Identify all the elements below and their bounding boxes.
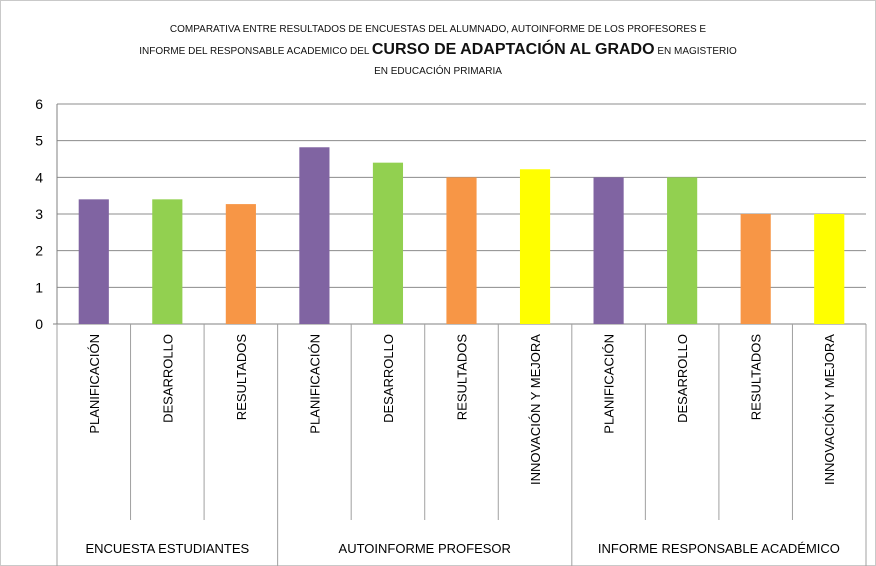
bar: [78, 199, 109, 324]
group-label: ENCUESTA ESTUDIANTES: [85, 541, 249, 556]
category-label: DESARROLLO: [675, 334, 690, 423]
y-tick-label: 6: [35, 96, 43, 112]
chart-title-line-3: EN EDUCACIÓN PRIMARIA: [374, 66, 502, 77]
category-label: RESULTADOS: [455, 334, 470, 421]
category-label: RESULTADOS: [749, 334, 764, 421]
chart-title: COMPARATIVA ENTRE RESULTADOS DE ENCUESTA…: [60, 20, 816, 82]
category-label: DESARROLLO: [160, 334, 175, 423]
bar: [814, 214, 845, 324]
y-tick-label: 5: [35, 133, 43, 149]
group-label: AUTOINFORME PROFESOR: [339, 541, 511, 556]
bar: [152, 199, 183, 324]
bar: [446, 177, 477, 324]
category-label: PLANIFICACIÓN: [307, 334, 322, 434]
y-tick-label: 2: [35, 243, 43, 259]
y-tick-label: 3: [35, 206, 43, 222]
y-tick-label: 4: [35, 169, 43, 185]
category-label: RESULTADOS: [234, 334, 249, 421]
bar: [740, 214, 771, 324]
chart-title-line-2: INFORME DEL RESPONSABLE ACADEMICO DEL CU…: [139, 41, 737, 58]
group-label: INFORME RESPONSABLE ACADÉMICO: [598, 541, 840, 556]
bar: [593, 177, 624, 324]
bar: [225, 204, 256, 324]
bar: [372, 162, 404, 324]
category-label: PLANIFICACIÓN: [87, 334, 102, 434]
bar: [667, 177, 698, 324]
bar: [299, 147, 330, 324]
y-tick-label: 0: [35, 316, 43, 332]
chart-title-emphasis: CURSO DE ADAPTACIÓN AL GRADO: [371, 41, 655, 58]
bar: [519, 169, 551, 324]
category-label: INNOVACIÓN Y MEJORA: [822, 334, 837, 485]
chart-title-line-1: COMPARATIVA ENTRE RESULTADOS DE ENCUESTA…: [169, 24, 707, 35]
category-label: PLANIFICACIÓN: [602, 334, 617, 434]
y-tick-label: 1: [35, 279, 43, 295]
category-label: DESARROLLO: [381, 334, 396, 423]
category-label: INNOVACIÓN Y MEJORA: [528, 334, 543, 485]
